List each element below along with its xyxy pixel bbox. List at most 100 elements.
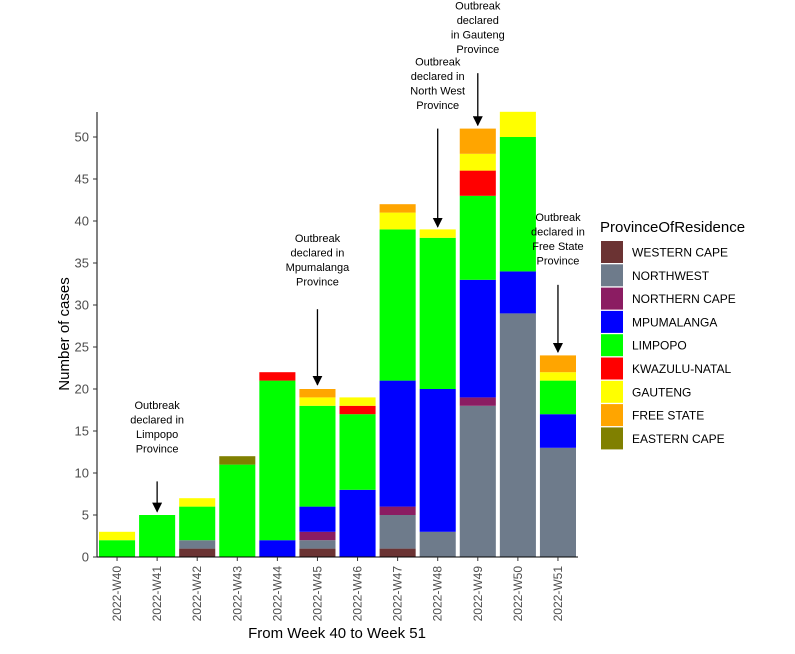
annotation-text: Province bbox=[537, 256, 580, 268]
bar-segment bbox=[499, 111, 536, 137]
bar-segment bbox=[459, 397, 496, 406]
legend-label: KWAZULU-NATAL bbox=[632, 362, 731, 376]
bar-segment bbox=[339, 397, 376, 406]
bar-segment bbox=[99, 540, 136, 557]
annotation-text: Free State bbox=[532, 241, 583, 253]
bar-segment bbox=[299, 540, 336, 549]
legend-label: GAUTENG bbox=[632, 385, 691, 399]
y-tick-label: 20 bbox=[75, 382, 89, 397]
legend-swatch bbox=[601, 404, 623, 427]
annotation-text: declared bbox=[457, 15, 499, 27]
bar-segment bbox=[539, 372, 576, 381]
bar-segment bbox=[259, 372, 296, 381]
bar-segment bbox=[539, 380, 576, 415]
bar-segment bbox=[379, 229, 416, 381]
annotation-text: Province bbox=[296, 277, 339, 289]
annotation-text: Limpopo bbox=[136, 429, 178, 441]
x-tick-label: 2022-W50 bbox=[511, 566, 525, 622]
bar-segment bbox=[379, 515, 416, 549]
bar-segment bbox=[379, 380, 416, 507]
y-tick-label: 10 bbox=[75, 466, 89, 481]
annotation-text: Mpumalanga bbox=[286, 262, 350, 274]
legend-title: ProvinceOfResidence bbox=[600, 219, 745, 236]
bar-segment bbox=[339, 405, 376, 415]
x-tick-label: 2022-W42 bbox=[190, 566, 204, 622]
bar-segment bbox=[179, 498, 216, 507]
annotation-text: in Gauteng bbox=[451, 29, 505, 41]
bar-segment bbox=[179, 540, 216, 549]
bar-segment bbox=[299, 405, 336, 507]
bar-segment bbox=[459, 405, 496, 557]
legend-swatch bbox=[601, 334, 623, 357]
bar-segment bbox=[179, 506, 216, 541]
bar-segment bbox=[499, 271, 536, 314]
legend-swatch bbox=[601, 357, 623, 380]
bar-segment bbox=[299, 548, 336, 557]
bars-layer bbox=[99, 111, 576, 557]
legend-label: EASTERN CAPE bbox=[632, 432, 725, 446]
annotation-text: Province bbox=[416, 100, 459, 112]
bar-segment bbox=[219, 456, 256, 465]
x-tick-label: 2022-W51 bbox=[551, 566, 565, 622]
y-ticks-layer: 0 5 10 15 20 25 30 35 40 45 50 bbox=[75, 130, 97, 565]
bar-segment bbox=[459, 170, 496, 196]
legend-swatch bbox=[601, 264, 623, 287]
y-tick-label: 30 bbox=[75, 298, 89, 313]
legend-swatch bbox=[601, 427, 623, 450]
bar-segment bbox=[419, 531, 456, 557]
legend-swatch bbox=[601, 241, 623, 263]
annotation-text: Province bbox=[456, 44, 499, 56]
bar-segment bbox=[539, 447, 576, 557]
y-tick-label: 0 bbox=[82, 550, 89, 565]
legend-items: WESTERN CAPE NORTHWEST NORTHERN CAPE MPUMAL… bbox=[601, 241, 736, 450]
x-tick-label: 2022-W49 bbox=[471, 566, 485, 622]
bar-segment bbox=[419, 389, 456, 532]
y-tick-label: 45 bbox=[75, 172, 89, 187]
bar-segment bbox=[459, 195, 496, 280]
bar-segment bbox=[379, 212, 416, 230]
bar-segment bbox=[339, 414, 376, 490]
x-tick-label: 2022-W48 bbox=[431, 566, 445, 622]
legend-swatch bbox=[601, 287, 623, 310]
legend-label: LIMPOPO bbox=[632, 339, 687, 353]
annotation-text: Outbreak bbox=[415, 57, 461, 69]
x-tick-label: 2022-W41 bbox=[150, 566, 164, 622]
x-ticks-layer: 2022-W40 2022-W41 2022-W42 2022-W43 2022-W44… bbox=[110, 557, 565, 621]
y-axis-title: Number of cases bbox=[56, 277, 73, 390]
y-tick-label: 50 bbox=[75, 130, 89, 145]
legend-label: NORTHERN CAPE bbox=[632, 292, 736, 306]
bar-segment bbox=[379, 506, 416, 515]
x-tick-label: 2022-W40 bbox=[110, 566, 124, 622]
bar-segment bbox=[419, 237, 456, 389]
annotation-text: declared in bbox=[411, 71, 465, 83]
legend-swatch bbox=[601, 380, 623, 403]
bar-segment bbox=[299, 397, 336, 406]
bar-segment bbox=[139, 515, 176, 557]
x-axis-title: From Week 40 to Week 51 bbox=[248, 625, 426, 642]
annotation-text: Outbreak bbox=[295, 233, 341, 245]
y-tick-label: 25 bbox=[75, 340, 89, 355]
bar-segment bbox=[539, 355, 576, 373]
bar-segment bbox=[459, 153, 496, 171]
y-tick-label: 40 bbox=[75, 214, 89, 229]
x-tick-label: 2022-W45 bbox=[310, 566, 324, 622]
bar-segment bbox=[339, 489, 376, 557]
annotation-text: Province bbox=[136, 444, 179, 456]
annotation-text: declared in bbox=[291, 248, 345, 260]
annotation-text: North West bbox=[410, 86, 465, 98]
legend-label: MPUMALANGA bbox=[632, 315, 717, 329]
bar-segment bbox=[379, 204, 416, 213]
bar-segment bbox=[419, 229, 456, 238]
y-tick-label: 35 bbox=[75, 256, 89, 271]
annotation-text: Outbreak bbox=[455, 0, 501, 12]
bar-segment bbox=[459, 128, 496, 154]
annotation-text: Outbreak bbox=[135, 400, 181, 412]
annotation-text: declared in bbox=[531, 227, 585, 239]
bar-segment bbox=[499, 137, 536, 272]
legend-label: WESTERN CAPE bbox=[632, 246, 728, 260]
y-tick-label: 5 bbox=[82, 508, 89, 523]
annotation-text: declared in bbox=[130, 415, 184, 427]
bar-segment bbox=[379, 548, 416, 557]
legend-swatch bbox=[601, 310, 623, 333]
